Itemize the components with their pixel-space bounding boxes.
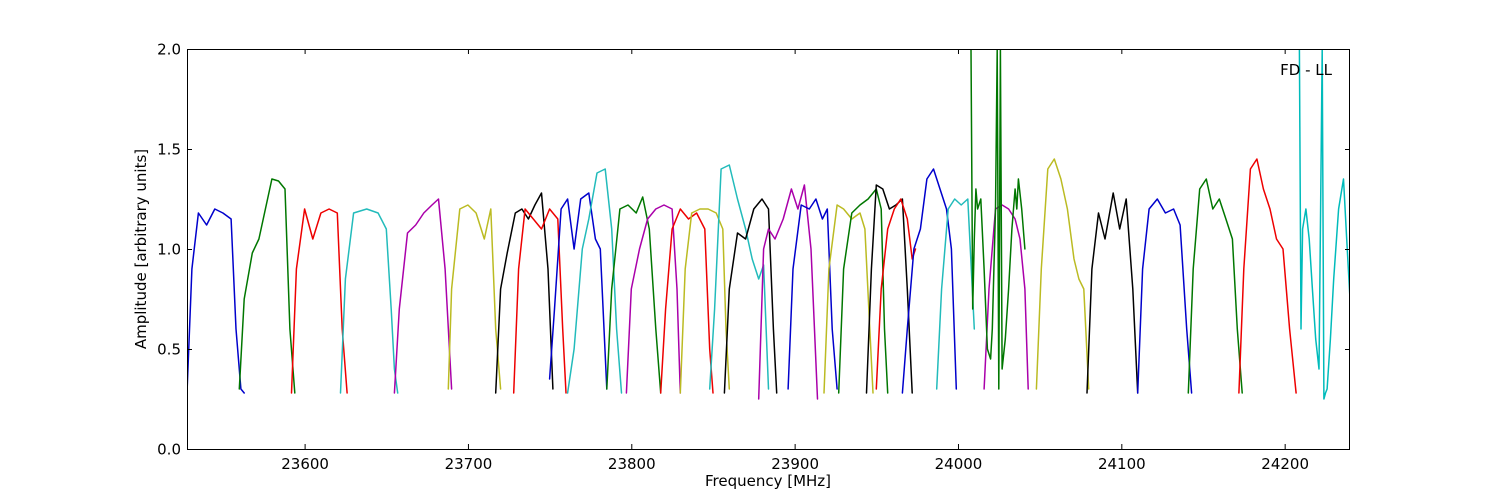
annotation-text: FD - LL <box>1280 61 1332 79</box>
series-line-10 <box>566 168 623 394</box>
series-line-28 <box>1086 192 1139 394</box>
series-layer <box>187 49 1350 400</box>
y-tick-label: 1.0 <box>157 241 181 259</box>
series-line-25 <box>983 204 1029 390</box>
series-line-18 <box>787 198 838 390</box>
x-tick-label: 23700 <box>445 455 493 473</box>
series-line-5 <box>393 198 453 394</box>
series-line-30 <box>1187 178 1243 394</box>
y-tick-label: 2.0 <box>157 41 181 59</box>
series-line-32 <box>1298 49 1350 400</box>
series-line-20 <box>837 188 889 394</box>
series-line-31 <box>1238 158 1297 394</box>
series-line-15 <box>708 164 770 390</box>
series-line-17 <box>757 184 819 400</box>
series-line-12 <box>625 204 682 394</box>
x-axis-label: Frequency [MHz] <box>705 472 831 490</box>
x-tick-label: 23900 <box>771 455 819 473</box>
series-line-21 <box>865 184 913 394</box>
series-line-16 <box>723 198 778 394</box>
series-line-2 <box>238 178 296 394</box>
series-line-24 <box>935 198 976 390</box>
series-line-19 <box>823 204 874 394</box>
series-line-6 <box>447 204 502 390</box>
series-line-23 <box>901 168 958 394</box>
series-line-13 <box>659 208 714 394</box>
series-line-8 <box>512 208 567 394</box>
series-line-11 <box>606 196 662 394</box>
x-tick-label: 24200 <box>1261 455 1309 473</box>
series-line-14 <box>679 208 731 394</box>
x-tick-label: 24000 <box>935 455 983 473</box>
series-line-3 <box>290 208 348 394</box>
series-line-26 <box>970 49 1026 390</box>
series-line-9 <box>548 192 608 390</box>
series-line-27 <box>1035 158 1090 390</box>
series-line-4 <box>339 208 399 394</box>
x-tick-label: 24100 <box>1098 455 1146 473</box>
y-tick-label: 0.0 <box>157 441 181 459</box>
y-tick-label: 0.5 <box>157 341 181 359</box>
ticks-layer: 23600 23700 23800 23900 24000 24100 24200 0.0 0.… <box>157 41 1350 473</box>
y-tick-label: 1.5 <box>157 141 181 159</box>
series-line-1 <box>187 208 245 394</box>
x-tick-label: 23600 <box>281 455 329 473</box>
series-line-29 <box>1136 198 1193 394</box>
x-tick-label: 23800 <box>608 455 656 473</box>
series-line-22 <box>875 198 917 390</box>
y-axis-label: Amplitude [arbitrary units] <box>132 149 150 349</box>
